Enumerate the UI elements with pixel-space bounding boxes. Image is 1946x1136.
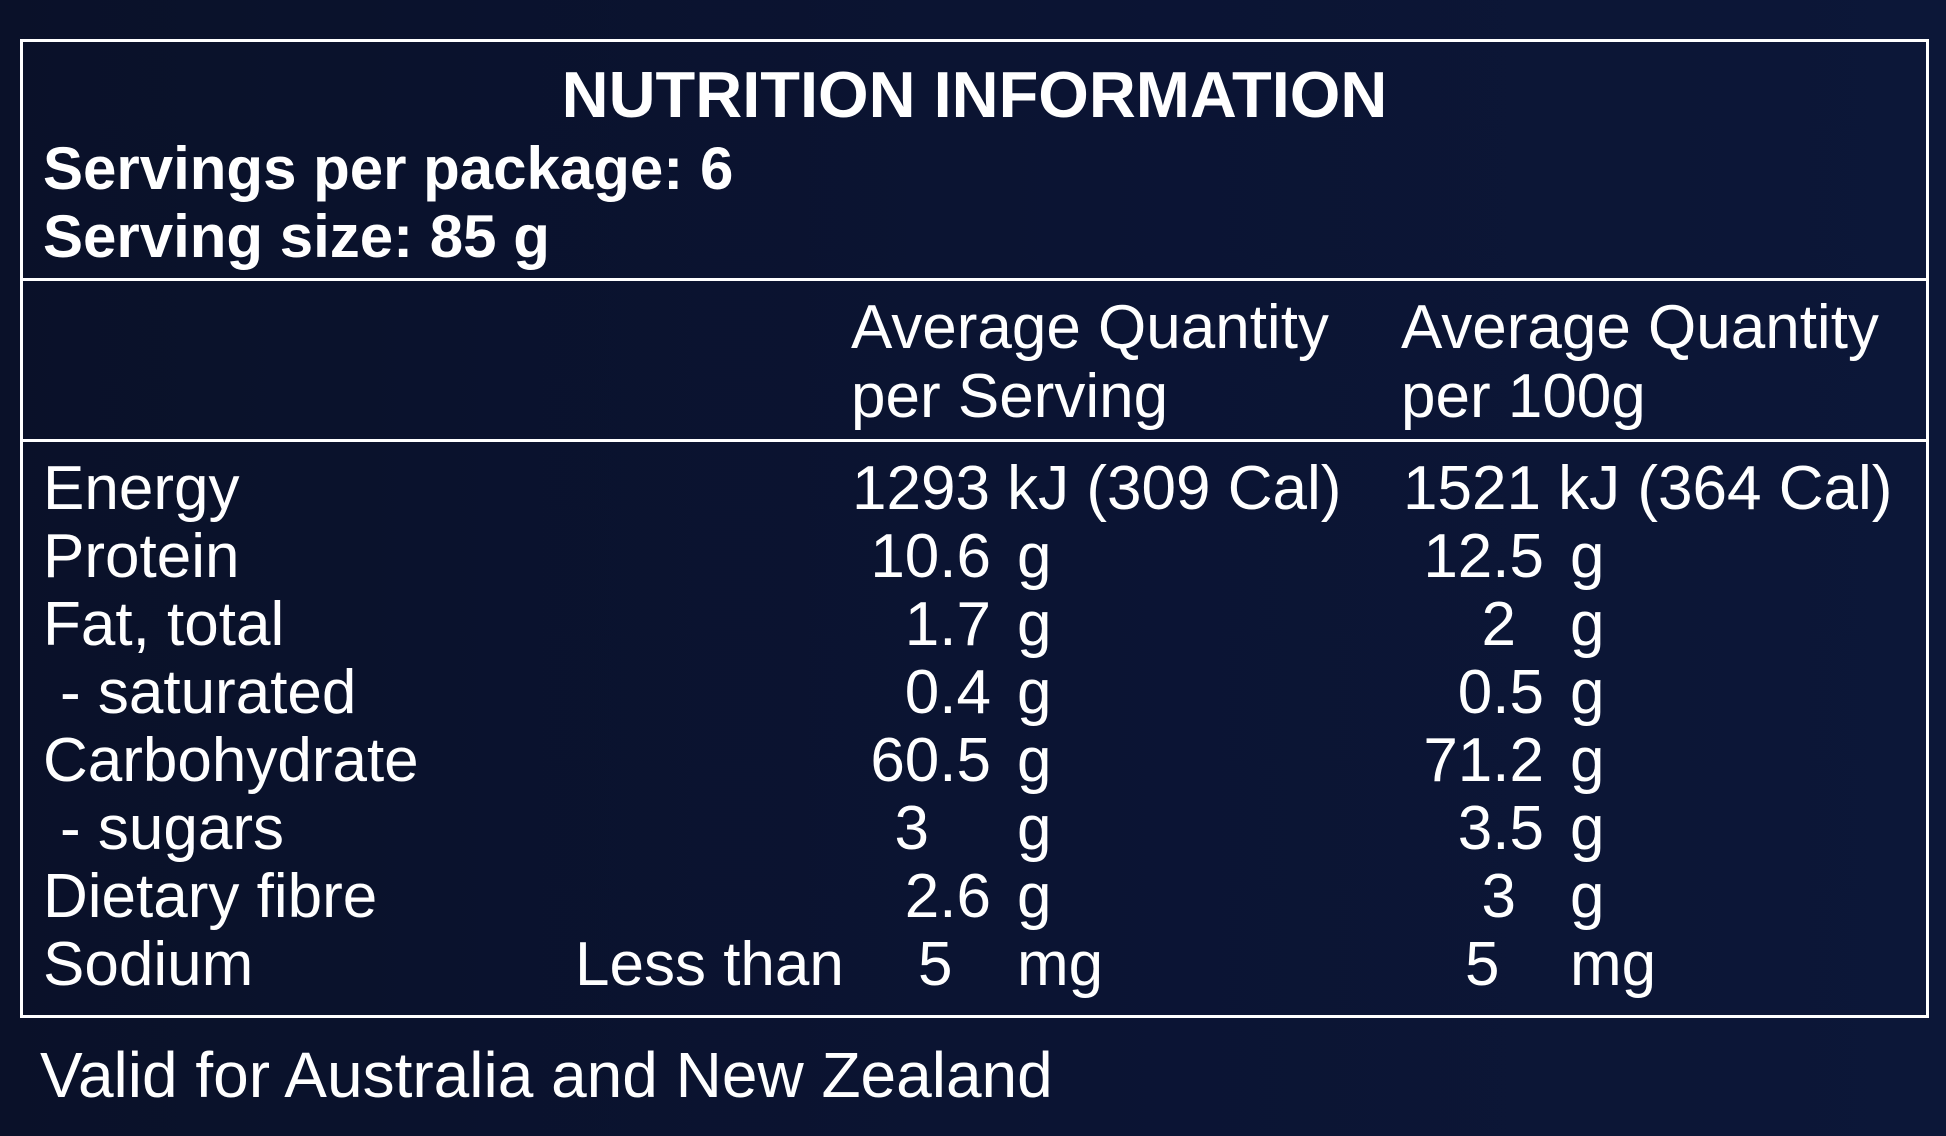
footer-note: Valid for Australia and New Zealand (40, 1039, 1053, 1111)
per-100g-unit: mg (1570, 930, 1657, 999)
nutrient-row-energy: Energy 1293 kJ (309 Cal) 1521 kJ (364 Ca… (23, 454, 1926, 524)
column-header-per-serving-line1: Average Quantity (851, 293, 1329, 362)
per-serving-value: 1.7 (904, 590, 991, 659)
per-serving-qualifier: Less than (575, 930, 844, 999)
per-100g-value: 12.5 (1423, 522, 1544, 591)
per-100g-unit: g (1570, 862, 1605, 931)
per-100g-value: 2 (1481, 590, 1516, 659)
nutrient-name: Sodium (43, 930, 254, 999)
column-headers: Average Quantity per Serving Average Qua… (23, 281, 1926, 442)
nutrient-name: Dietary fibre (43, 862, 378, 931)
panel-title: NUTRITION INFORMATION (561, 58, 1388, 131)
per-100g-unit: g (1570, 658, 1605, 727)
column-header-per-serving: Average Quantity per Serving (851, 293, 1329, 431)
nutrient-name: - saturated (60, 658, 357, 727)
per-serving-value: 10.6 (870, 522, 991, 591)
per-serving-unit: g (1017, 862, 1052, 931)
per-100g-value: 71.2 (1423, 726, 1544, 795)
per-serving-value: 3 (894, 794, 929, 863)
per-serving-unit: g (1017, 658, 1052, 727)
per-serving-value: 5 (918, 930, 953, 999)
nutrient-row-sugars: - sugars 3 g 3.5 g (23, 794, 1926, 864)
nutrient-name: - sugars (60, 794, 284, 863)
serving-size: Serving size: 85 g (43, 203, 550, 270)
nutrient-row-fat-total: Fat, total 1.7 g 2 g (23, 590, 1926, 660)
per-100g-value: 3 (1481, 862, 1516, 931)
per-serving-value: 0.4 (904, 658, 991, 727)
per-100g-value: 3.5 (1457, 794, 1544, 863)
per-serving-unit: g (1017, 794, 1052, 863)
column-header-per-serving-line2: per Serving (851, 362, 1169, 431)
per-100g-value: 0.5 (1457, 658, 1544, 727)
per-100g-value: 1521 kJ (364 Cal) (1403, 454, 1893, 523)
per-100g-unit: g (1570, 726, 1605, 795)
per-serving-value: 1293 kJ (309 Cal) (852, 454, 1342, 523)
nutrient-row-dietary-fibre: Dietary fibre 2.6 g 3 g (23, 862, 1926, 932)
nutrient-row-carbohydrate: Carbohydrate 60.5 g 71.2 g (23, 726, 1926, 796)
per-serving-unit: mg (1017, 930, 1104, 999)
nutrition-panel: NUTRITION INFORMATION Servings per packa… (20, 39, 1929, 1018)
nutrient-name: Fat, total (43, 590, 285, 659)
column-header-per-100g: Average Quantity per 100g (1401, 293, 1879, 431)
per-100g-value: 5 (1465, 930, 1500, 999)
nutrient-name: Energy (43, 454, 240, 523)
nutrient-name: Protein (43, 522, 240, 591)
per-100g-unit: g (1570, 522, 1605, 591)
per-serving-unit: g (1017, 522, 1052, 591)
nutrient-name: Carbohydrate (43, 726, 419, 795)
nutrient-row-sodium: Sodium Less than 5 mg 5 mg (23, 930, 1926, 1000)
nutrient-row-saturated: - saturated 0.4 g 0.5 g (23, 658, 1926, 728)
panel-header: NUTRITION INFORMATION Servings per packa… (23, 42, 1926, 281)
servings-per-package: Servings per package: 6 (43, 135, 734, 202)
per-serving-unit: g (1017, 726, 1052, 795)
per-100g-unit: g (1570, 590, 1605, 659)
per-100g-unit: g (1570, 794, 1605, 863)
column-header-per-100g-line1: Average Quantity (1401, 293, 1879, 362)
per-serving-value: 60.5 (870, 726, 991, 795)
column-header-per-100g-line2: per 100g (1401, 362, 1646, 431)
nutrient-row-protein: Protein 10.6 g 12.5 g (23, 522, 1926, 592)
per-serving-unit: g (1017, 590, 1052, 659)
per-serving-value: 2.6 (904, 862, 991, 931)
